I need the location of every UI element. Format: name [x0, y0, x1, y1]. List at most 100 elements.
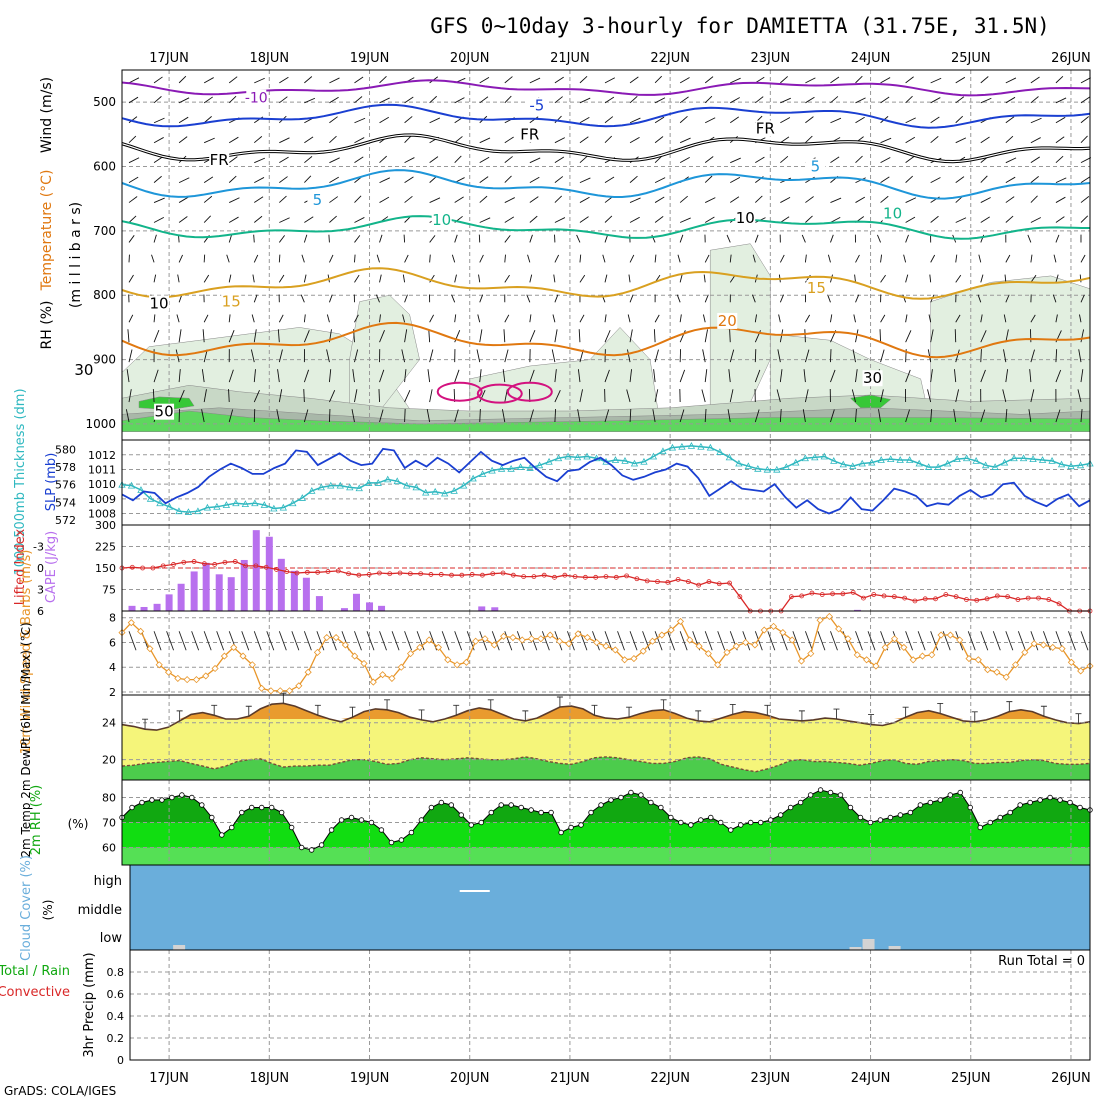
- lifted-marker: [140, 565, 145, 571]
- wind-speed-marker: [490, 641, 498, 649]
- rh-marker: [658, 804, 664, 811]
- wind-barb: [228, 314, 231, 323]
- lifted-marker: [201, 561, 207, 567]
- wind-barb: [967, 631, 976, 651]
- cloud-cover-panel: high middle low (%): [41, 864, 1091, 951]
- rh-marker: [528, 807, 534, 813]
- thickness-tick-label: 572: [55, 514, 76, 527]
- wind-barb: [777, 349, 781, 363]
- wind-speed-marker: [639, 647, 647, 655]
- rh2m-label: 2m RH (%): [29, 785, 44, 856]
- wind-barb: [579, 389, 583, 403]
- wind-barb: [851, 389, 856, 403]
- rh-marker: [558, 829, 564, 836]
- wind-barb: [451, 294, 456, 303]
- contour-5: [121, 169, 1091, 200]
- rh-marker: [1037, 797, 1043, 803]
- wind-speed-marker: [984, 666, 992, 674]
- contour-label: 10: [150, 295, 169, 313]
- wind-speed-marker: [481, 635, 489, 643]
- wind-barb: [1080, 135, 1088, 144]
- wind-barb: [1030, 195, 1038, 203]
- thickness-marker: [877, 456, 885, 463]
- wind-barb: [817, 631, 826, 651]
- cape-tick-label: 225: [95, 541, 116, 554]
- rh-marker: [388, 839, 395, 846]
- wind-barb: [855, 369, 858, 383]
- thickness-marker: [953, 455, 961, 463]
- temp-maxbar: [349, 706, 356, 718]
- wind-speed-marker: [825, 612, 833, 621]
- wind-barb: [479, 156, 490, 164]
- wind-barb: [1005, 294, 1010, 303]
- wind-barb: [1055, 136, 1065, 144]
- wind-barb: [404, 157, 415, 164]
- thickness-marker: [289, 499, 297, 507]
- wind-speed-marker: [444, 656, 452, 664]
- wind-barb: [1030, 76, 1040, 84]
- wind-barb: [717, 631, 726, 651]
- credit-label: GrADS: COLA/IGES: [4, 1084, 116, 1098]
- thickness-label: 1000-500mb Thickness (dm): [13, 388, 28, 575]
- wind-barb: [479, 137, 491, 144]
- wind-barb: [830, 76, 840, 84]
- wind-barb: [454, 274, 457, 283]
- contour-label-bg: [149, 295, 170, 312]
- wind10-panel: 2 4 6 8: [109, 610, 1094, 699]
- wind-barb: [654, 389, 659, 403]
- wind-barb: [303, 314, 306, 323]
- wind-barb: [128, 77, 140, 84]
- wind-barb: [779, 408, 782, 423]
- wind-barb: [577, 369, 581, 383]
- wind-barb: [629, 96, 638, 104]
- rh-marker: [857, 814, 864, 821]
- lifted-marker: [562, 572, 568, 578]
- wind-barb: [1004, 274, 1007, 283]
- cape-bar: [153, 603, 161, 611]
- pressure-tick-label: 700: [93, 224, 116, 238]
- rh-marker: [298, 844, 305, 851]
- lifted-marker: [881, 593, 887, 599]
- wind-barb: [1080, 369, 1084, 383]
- wind-barb: [553, 274, 556, 283]
- wind-barb: [604, 631, 613, 651]
- wind-speed-marker: [155, 661, 163, 669]
- wind-barb: [526, 294, 531, 303]
- cape-bar: [478, 606, 486, 611]
- rh-marker: [428, 804, 435, 811]
- wind-barb: [880, 157, 891, 164]
- contour-label-bg: [154, 403, 175, 420]
- wind-barb: [554, 254, 560, 263]
- pressure-tick-label: 800: [93, 288, 116, 302]
- wind-barb: [917, 631, 926, 651]
- wind-barb: [178, 196, 189, 203]
- wind-barb: [577, 409, 581, 423]
- rh-marker: [827, 789, 834, 796]
- thickness-line: [121, 445, 1091, 513]
- lifted-marker: [232, 559, 238, 564]
- rh-marker: [628, 789, 634, 796]
- lifted-marker: [1025, 595, 1031, 601]
- wind-barb: [1005, 408, 1008, 423]
- wind-barb: [329, 254, 334, 263]
- rh-marker: [219, 832, 225, 838]
- cape-tick-label: 150: [95, 562, 116, 575]
- rh-marker: [957, 789, 963, 796]
- wind-barb: [127, 329, 130, 343]
- wind-barb: [1030, 96, 1039, 104]
- wind-barb: [754, 369, 761, 383]
- cape-bar: [352, 593, 360, 611]
- wind-barb: [629, 197, 641, 203]
- wind-barb: [654, 349, 659, 363]
- thickness-tick-label: 576: [55, 479, 76, 492]
- wind-barb: [604, 369, 610, 383]
- wind-barb: [679, 195, 688, 203]
- thickness-marker: [251, 499, 259, 507]
- wind-barb: [1052, 294, 1057, 303]
- wind-barb: [379, 631, 387, 651]
- cape-label: CAPE (J/kg): [44, 531, 59, 603]
- wind-barb: [855, 196, 866, 203]
- wind-barb: [704, 76, 714, 84]
- wind-barb: [867, 631, 876, 651]
